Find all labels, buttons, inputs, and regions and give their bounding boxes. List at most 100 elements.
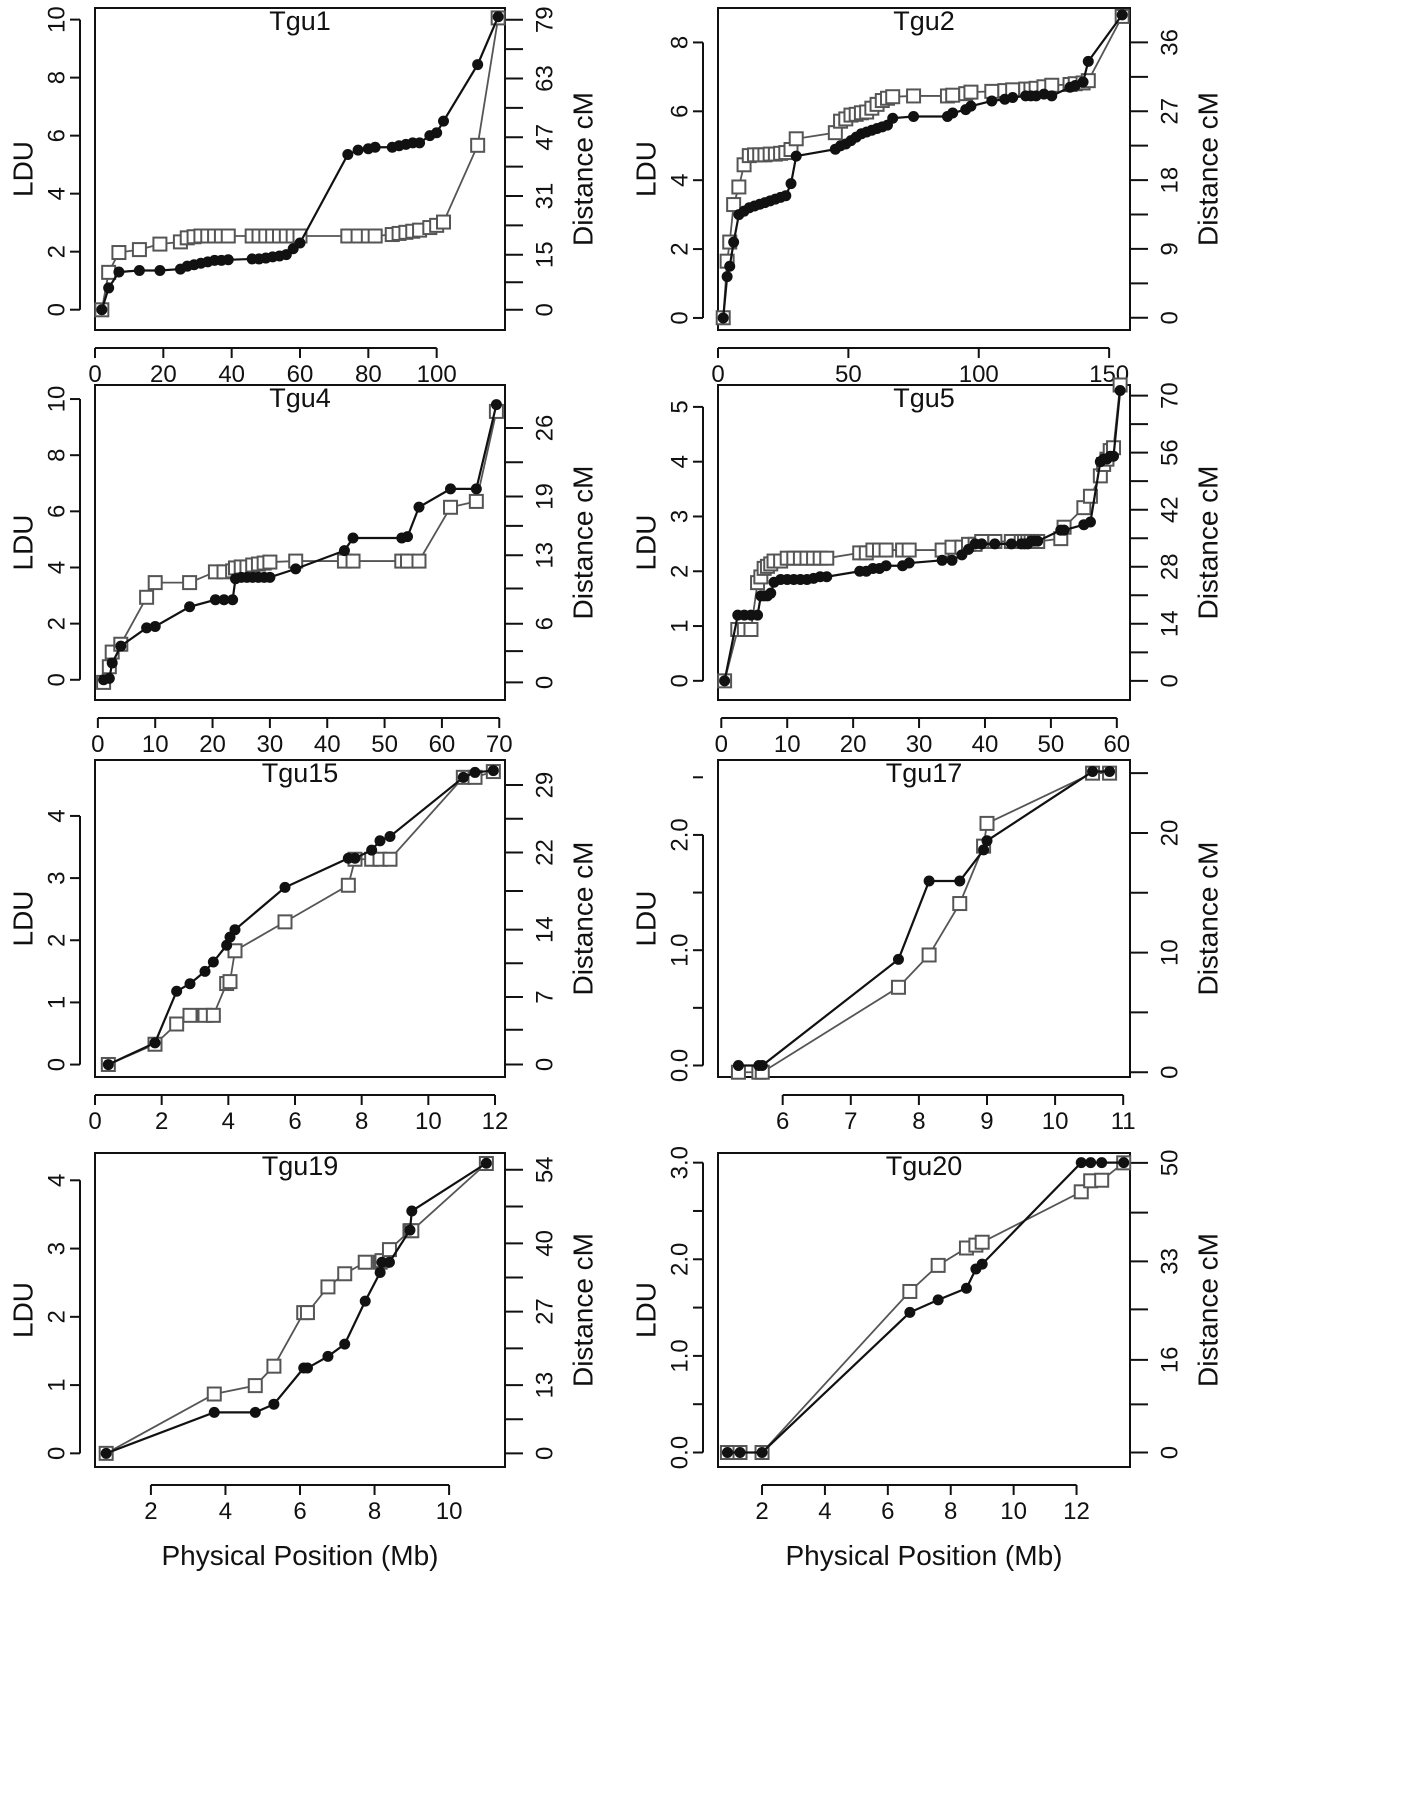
ldu-point — [301, 1362, 313, 1374]
x-tick-label: 40 — [972, 731, 999, 758]
series-cm — [96, 403, 504, 690]
x-tick-label: 30 — [906, 731, 933, 758]
cm-point — [930, 1257, 946, 1273]
x-tick-label: 6 — [288, 1108, 301, 1135]
ldu-point — [352, 144, 364, 156]
y-tick-label: 6 — [44, 505, 71, 518]
panel-tgu5: Tgu5 0 1 2 3 4 5 LDU 0 14 28 42 56 70 Distance cM 0 10 20… — [631, 377, 1224, 758]
ldu-point — [339, 1338, 351, 1350]
ldu-point — [490, 399, 502, 411]
y-tick-label: 2 — [44, 934, 71, 947]
ldu-point — [732, 1059, 744, 1071]
ldu-point — [719, 675, 731, 687]
y-tick-label: 0 — [44, 1447, 71, 1460]
y-axis-left: 0 1 2 3 4 5 LDU — [631, 400, 704, 688]
cm-point — [345, 553, 361, 569]
panel-title: Tgu2 — [893, 6, 955, 36]
y-tick-label: 1 — [44, 996, 71, 1009]
x-tick-label: 11 — [1111, 1108, 1136, 1135]
x-tick-label: 12 — [482, 1108, 509, 1135]
cm-point — [182, 575, 198, 591]
y-tick-label: 8 — [667, 36, 694, 49]
ldu-point — [438, 115, 449, 127]
ldu-point — [986, 95, 998, 107]
ldu-point — [790, 150, 802, 162]
y-tick-label: 1 — [44, 1378, 71, 1391]
panel-title: Tgu5 — [893, 383, 955, 413]
ldu-point — [402, 531, 414, 543]
x-axis: 6 7 8 9 10 11 — [776, 1094, 1136, 1135]
y2-tick-label: 40 — [532, 1230, 559, 1257]
ldu-point — [946, 554, 958, 566]
cm-point — [382, 851, 398, 867]
y2-tick-label: 0 — [1157, 311, 1184, 324]
ldu-point — [406, 1205, 418, 1217]
y2-tick-label: 28 — [1157, 553, 1184, 580]
ldu-point — [734, 1447, 746, 1459]
y2-tick-label: 13 — [532, 1372, 559, 1399]
ldu-point — [457, 771, 469, 783]
y2-axis-label: Distance cM — [1193, 841, 1224, 995]
ldu-point — [1046, 90, 1058, 102]
y2-tick-label: 13 — [532, 542, 559, 569]
series-cm — [98, 1156, 494, 1461]
ldu-point — [1082, 55, 1094, 67]
y2-axis-label: Distance cM — [568, 92, 599, 246]
x-tick-label: 9 — [980, 1108, 993, 1135]
ldu-point — [106, 657, 118, 669]
x-tick-label: 60 — [429, 731, 456, 758]
ldu-point — [1075, 1157, 1087, 1169]
ldu-point — [904, 1306, 916, 1318]
plot-frame — [94, 759, 506, 1078]
y2-tick-label: 15 — [532, 241, 559, 268]
x-tick-label: 20 — [840, 731, 867, 758]
ldu-point — [229, 924, 241, 936]
ldu-point — [102, 1059, 114, 1071]
y-tick-label: 2 — [667, 242, 694, 255]
x-tick-label: 2 — [155, 1108, 168, 1135]
y-axis-right: 0 9 18 27 36 Distance cM — [1129, 29, 1224, 324]
cm-point — [266, 1358, 282, 1374]
y-tick-label: 3 — [44, 1242, 71, 1255]
ldu-point — [1116, 9, 1128, 21]
y-tick-label: 1.0 — [667, 1339, 694, 1372]
ldu-point — [1077, 76, 1089, 88]
cm-point — [1094, 1172, 1110, 1188]
y2-tick-label: 10 — [1157, 939, 1184, 966]
y-axis-left: 0 2 4 6 8 10 LDU — [8, 6, 81, 316]
ldu-point — [923, 875, 935, 887]
ldu-point — [413, 501, 425, 513]
ldu-point — [184, 601, 196, 613]
panel-tgu4: Tgu4 0 2 4 6 8 10 LDU 0 6 13 19 26 Distance cM 0 10 20 30… — [8, 383, 599, 758]
y-tick-label: 10 — [44, 386, 71, 413]
x-tick-label: 70 — [486, 731, 513, 758]
ldu-point — [154, 265, 166, 277]
y2-tick-label: 33 — [1157, 1248, 1184, 1275]
ldu-series-line — [727, 1161, 1124, 1454]
ldu-point — [1058, 524, 1070, 536]
series-cm — [719, 1155, 1132, 1461]
y2-tick-label: 27 — [532, 1298, 559, 1325]
x-axis-label: Physical Position (Mb) — [162, 1540, 439, 1571]
ldu-point — [1085, 1157, 1097, 1169]
y-axis-label: LDU — [631, 890, 662, 946]
cm-point — [945, 87, 961, 103]
ldu-point — [480, 1157, 492, 1169]
y2-axis-label: Distance cM — [568, 465, 599, 619]
ldu-point — [96, 304, 108, 316]
cm-series-line — [107, 770, 494, 1066]
y2-tick-label: 36 — [1157, 29, 1184, 56]
panel-tgu20: Tgu20 0.0 1.0 2.0 3.0 LDU 0 16 33 50 Distance cM 2 4… — [631, 1146, 1224, 1571]
cm-point — [878, 542, 894, 558]
x-axis-label: Physical Position (Mb) — [786, 1540, 1063, 1571]
panel-title: Tgu20 — [886, 1151, 963, 1181]
y2-tick-label: 42 — [1157, 496, 1184, 523]
y-tick-label: 4 — [44, 1174, 71, 1187]
ldu-point — [978, 844, 990, 856]
cm-point — [436, 214, 451, 230]
cm-point — [470, 137, 486, 153]
ldu-point — [1096, 1157, 1108, 1169]
y-axis-label: LDU — [8, 141, 39, 197]
y-tick-label: 4 — [44, 187, 71, 200]
